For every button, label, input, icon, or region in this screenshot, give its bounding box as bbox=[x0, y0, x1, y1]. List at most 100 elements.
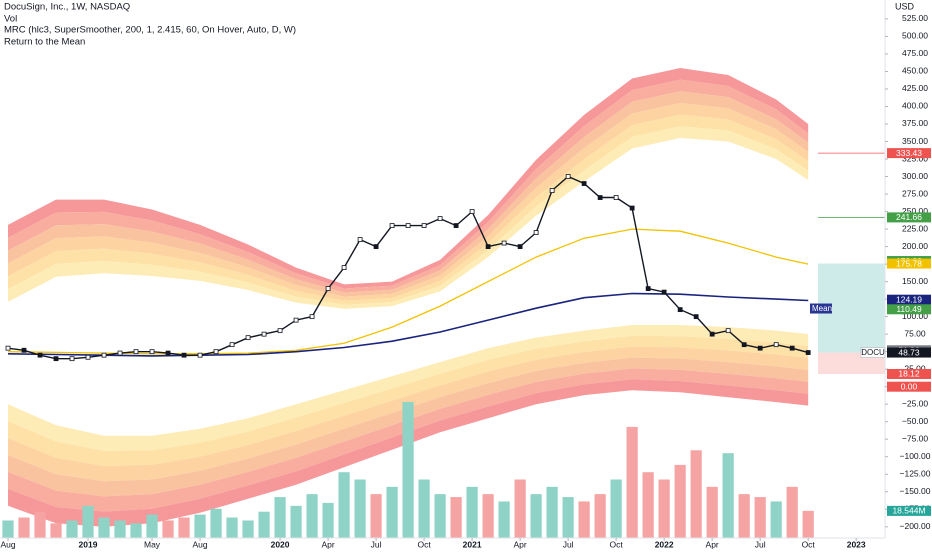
band-area bbox=[8, 335, 809, 467]
volume-bar bbox=[210, 508, 222, 538]
volume-bar bbox=[610, 479, 622, 538]
volume-bar bbox=[242, 520, 254, 538]
y-tick-label: −25.00 bbox=[902, 398, 929, 408]
price-tag-label: 175.78 bbox=[896, 258, 922, 268]
volume-bar bbox=[226, 517, 238, 538]
volume-bar bbox=[2, 520, 14, 538]
y-tick-label: 275.00 bbox=[902, 188, 928, 198]
price-tag-label: 333.43 bbox=[896, 148, 922, 158]
x-tick-label: Jul bbox=[563, 539, 574, 549]
volume-bar bbox=[114, 520, 126, 538]
indicator-label: Return to the Mean bbox=[4, 37, 85, 48]
volume-bar bbox=[530, 494, 542, 538]
price-candle bbox=[277, 328, 283, 334]
band-area bbox=[8, 368, 809, 512]
price-candle bbox=[693, 314, 699, 320]
y-tick-label: 475.00 bbox=[902, 48, 928, 58]
price-candle bbox=[613, 195, 619, 200]
price-axis-panel bbox=[885, 0, 932, 550]
price-candle bbox=[741, 342, 747, 348]
volume-bar bbox=[578, 501, 590, 538]
price-candle bbox=[405, 223, 411, 228]
x-tick-label: Apr bbox=[321, 539, 334, 549]
price-candle bbox=[85, 354, 91, 360]
price-candle bbox=[357, 237, 363, 242]
y-tick-label: 375.00 bbox=[902, 118, 928, 128]
price-candle bbox=[677, 307, 683, 313]
y-tick-label: 350.00 bbox=[902, 136, 928, 146]
price-candle bbox=[549, 188, 555, 193]
price-candle bbox=[437, 216, 443, 221]
price-tag-label: 0.00 bbox=[901, 381, 918, 391]
y-tick-label: 400.00 bbox=[902, 101, 928, 111]
volume-bar bbox=[786, 486, 798, 538]
price-candle bbox=[197, 352, 203, 358]
volume-bar bbox=[738, 494, 750, 538]
price-candle bbox=[453, 223, 459, 228]
band-area bbox=[8, 67, 809, 289]
price-tag bbox=[887, 304, 931, 315]
x-tick-label: 2019 bbox=[79, 539, 98, 549]
volume-bar bbox=[370, 494, 382, 538]
price-candle bbox=[725, 328, 731, 334]
band-area bbox=[8, 357, 809, 497]
x-tick-label: Apr bbox=[514, 539, 527, 549]
volume-bar bbox=[98, 517, 110, 538]
volume-bar bbox=[770, 501, 782, 538]
x-tick-label: Aug bbox=[192, 539, 207, 549]
y-tick-label: −125.00 bbox=[900, 469, 931, 479]
price-candle bbox=[469, 209, 475, 214]
price-tag bbox=[887, 294, 931, 305]
volume-bar bbox=[306, 494, 318, 538]
price-candle bbox=[309, 314, 315, 320]
y-tick-label: 225.00 bbox=[902, 223, 928, 233]
price-candle bbox=[101, 352, 107, 358]
volume-bar bbox=[290, 505, 302, 538]
volume-bar bbox=[450, 497, 462, 538]
price-candle bbox=[805, 350, 811, 355]
volume-bar bbox=[386, 486, 398, 538]
price-tag bbox=[887, 368, 931, 379]
volume-bar bbox=[594, 494, 606, 538]
volume-bar bbox=[498, 501, 510, 538]
x-tick-label: 2020 bbox=[271, 539, 290, 549]
price-candle bbox=[645, 286, 651, 292]
volume-bar bbox=[274, 497, 286, 538]
y-tick-label: −150.00 bbox=[900, 486, 931, 496]
volume-bar bbox=[802, 510, 814, 538]
volume-bar bbox=[162, 520, 174, 538]
band-area bbox=[8, 79, 809, 293]
volume-bar bbox=[82, 505, 94, 538]
y-tick-label: 250.00 bbox=[902, 206, 928, 216]
y-tick-label: 525.00 bbox=[902, 13, 928, 23]
volume-bar bbox=[434, 494, 446, 538]
volume-bar bbox=[482, 494, 494, 538]
price-tag bbox=[887, 347, 931, 358]
price-candle bbox=[5, 345, 11, 351]
price-candle bbox=[661, 289, 667, 295]
price-tag bbox=[887, 258, 931, 269]
mean-label-box bbox=[810, 303, 832, 314]
price-candle bbox=[421, 223, 427, 228]
volume-bar bbox=[18, 517, 30, 538]
volume-bar bbox=[674, 464, 686, 538]
y-tick-label: 300.00 bbox=[902, 171, 928, 181]
x-tick-label: 2022 bbox=[655, 539, 674, 549]
y-tick-label: −75.00 bbox=[902, 433, 929, 443]
symbol-tag bbox=[860, 347, 886, 358]
axis-layer: 525.00 500.00 475.00 450.00 425.00 400.00 375.… bbox=[0, 13, 931, 549]
price-candle bbox=[261, 331, 267, 337]
volume-layer bbox=[2, 402, 814, 538]
volume-bar bbox=[258, 511, 270, 538]
y-tick-label: 75.00 bbox=[904, 328, 926, 338]
price-candle bbox=[229, 342, 235, 348]
x-tick-label: Apr bbox=[706, 539, 719, 549]
price-candle bbox=[581, 181, 587, 186]
price-tag-label: 241.66 bbox=[896, 212, 922, 222]
volume-bar bbox=[514, 479, 526, 538]
y-tick-label: 425.00 bbox=[902, 83, 928, 93]
volume-bar bbox=[658, 479, 670, 538]
indicator-label: Vol bbox=[4, 14, 17, 25]
price-candle bbox=[293, 317, 299, 323]
volume-bar bbox=[66, 520, 78, 538]
